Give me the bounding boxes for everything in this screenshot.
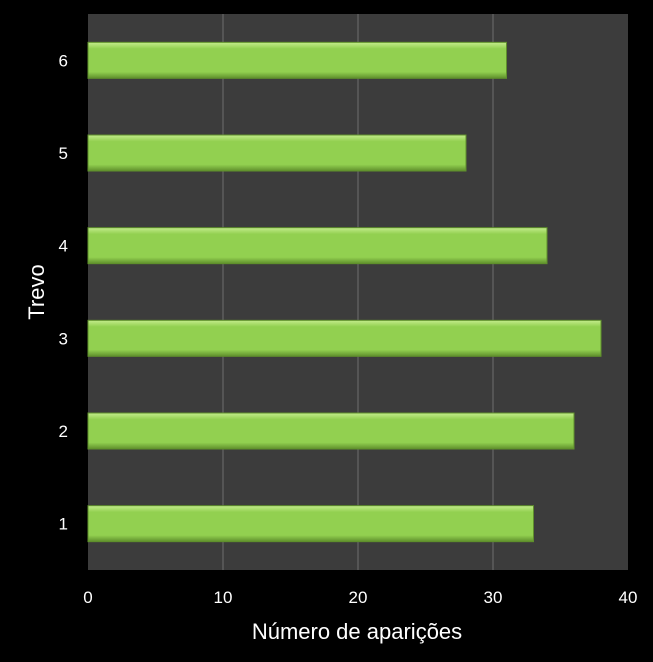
x-axis-title: Número de aparições	[252, 619, 462, 644]
y-tick-label: 1	[59, 515, 68, 534]
y-axis-title: Trevo	[24, 264, 49, 319]
x-tick-label: 0	[83, 588, 92, 607]
bar-3	[87, 319, 602, 357]
y-tick-label: 3	[59, 329, 68, 348]
bar-6	[87, 41, 507, 79]
y-tick-label: 6	[59, 51, 68, 70]
gridlines	[222, 14, 494, 570]
x-tick-labels: 0 10 20 30 40	[83, 588, 637, 607]
y-tick-label: 2	[59, 422, 68, 441]
x-tick-label: 40	[619, 588, 638, 607]
bar-1	[87, 505, 534, 543]
y-tick-label: 5	[59, 144, 68, 163]
bar-2	[87, 412, 575, 450]
bar-5	[87, 134, 467, 172]
bars	[87, 41, 602, 543]
x-tick-label: 20	[349, 588, 368, 607]
y-tick-label: 4	[59, 237, 68, 256]
y-tick-labels: 1 2 3 4 5 6	[59, 51, 68, 533]
x-tick-label: 30	[484, 588, 503, 607]
x-tick-label: 10	[214, 588, 233, 607]
bar-4	[87, 227, 548, 265]
